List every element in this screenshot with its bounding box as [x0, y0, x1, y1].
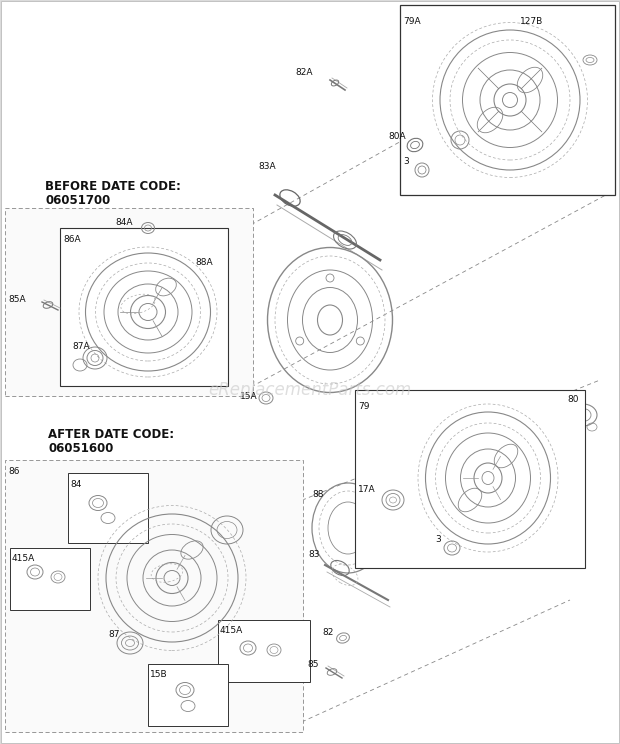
Text: 82A: 82A	[295, 68, 312, 77]
Text: BEFORE DATE CODE:: BEFORE DATE CODE:	[45, 180, 181, 193]
Bar	[5, 460, 303, 732]
Bar	[218, 620, 310, 682]
Text: 79: 79	[358, 402, 370, 411]
Text: 06051600: 06051600	[48, 442, 113, 455]
Text: 86A: 86A	[63, 235, 81, 244]
Text: 83: 83	[308, 550, 319, 559]
Text: 85A: 85A	[8, 295, 25, 304]
Text: 79A: 79A	[403, 17, 420, 26]
Text: AFTER DATE CODE:: AFTER DATE CODE:	[48, 428, 174, 441]
Text: 86: 86	[8, 467, 19, 476]
Text: 415A: 415A	[12, 554, 35, 563]
Text: 87: 87	[108, 630, 120, 639]
Bar	[10, 548, 90, 610]
Text: 127B: 127B	[520, 17, 543, 26]
Text: 80: 80	[567, 395, 578, 404]
Text: 15A: 15A	[240, 392, 258, 401]
Bar	[60, 228, 228, 386]
Text: 3: 3	[435, 535, 441, 544]
Bar	[5, 208, 253, 396]
Text: 88: 88	[312, 490, 324, 499]
Text: 06051700: 06051700	[45, 194, 110, 207]
Text: 84A: 84A	[115, 218, 133, 227]
Bar	[355, 390, 585, 568]
Text: 415A: 415A	[220, 626, 243, 635]
Bar	[400, 5, 615, 195]
Text: 88A: 88A	[195, 258, 213, 267]
Text: 85: 85	[307, 660, 319, 669]
Text: eReplacementParts.com: eReplacementParts.com	[208, 381, 412, 399]
Text: 15B: 15B	[150, 670, 167, 679]
Bar	[148, 664, 228, 726]
Text: 83A: 83A	[258, 162, 276, 171]
Text: 84: 84	[70, 480, 81, 489]
Bar	[68, 473, 148, 543]
Text: 3: 3	[403, 157, 409, 166]
Text: 17A: 17A	[358, 485, 376, 494]
Text: 82: 82	[322, 628, 334, 637]
Text: 87A: 87A	[72, 342, 90, 351]
Text: 80A: 80A	[388, 132, 405, 141]
